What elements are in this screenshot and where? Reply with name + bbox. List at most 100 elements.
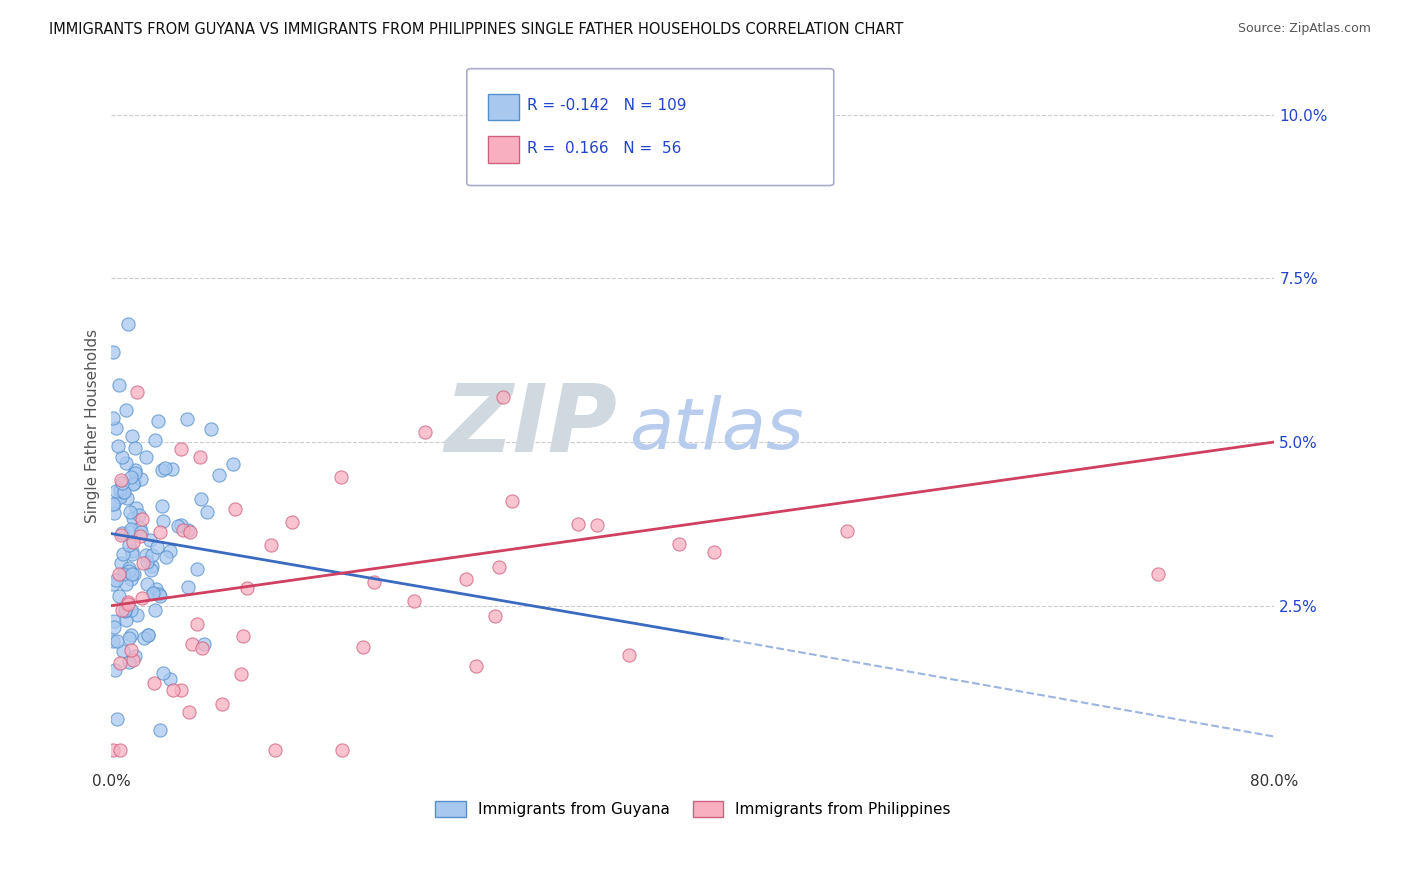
- Point: [120, 470, 142, 484]
- Point: [101, 634, 124, 648]
- Point: [129, 472, 152, 486]
- Point: [117, 656, 139, 670]
- Point: [159, 544, 181, 558]
- Point: [465, 659, 488, 673]
- Point: [105, 712, 128, 726]
- Point: [135, 577, 157, 591]
- Point: [121, 429, 143, 443]
- Point: [668, 537, 690, 551]
- Point: [136, 628, 159, 642]
- Point: [159, 673, 181, 687]
- Point: [122, 566, 145, 581]
- Point: [152, 666, 174, 681]
- Point: [484, 609, 506, 624]
- Point: [138, 533, 160, 547]
- Point: [207, 468, 229, 483]
- Point: [232, 629, 254, 643]
- Point: [146, 540, 169, 554]
- Point: [162, 682, 184, 697]
- Text: R =  0.166   N =  56: R = 0.166 N = 56: [527, 142, 682, 156]
- Point: [141, 586, 163, 600]
- Point: [121, 547, 143, 561]
- Point: [112, 484, 135, 499]
- Point: [105, 574, 128, 588]
- Point: [142, 675, 165, 690]
- Point: [112, 547, 135, 561]
- Point: [107, 378, 129, 392]
- Point: [352, 640, 374, 654]
- Point: [224, 502, 246, 516]
- Point: [110, 473, 132, 487]
- Point: [117, 597, 139, 611]
- Point: [120, 572, 142, 586]
- Point: [101, 345, 124, 359]
- Point: [114, 402, 136, 417]
- Point: [135, 548, 157, 562]
- Point: [186, 562, 208, 576]
- Point: [108, 490, 131, 504]
- Point: [125, 607, 148, 622]
- Point: [280, 515, 302, 529]
- Point: [107, 439, 129, 453]
- Point: [128, 529, 150, 543]
- Point: [259, 538, 281, 552]
- Point: [170, 518, 193, 533]
- Point: [188, 450, 211, 464]
- Point: [122, 475, 145, 490]
- Point: [136, 628, 159, 642]
- Point: [190, 491, 212, 506]
- Point: [153, 461, 176, 475]
- Point: [177, 523, 200, 537]
- Point: [115, 577, 138, 591]
- Point: [193, 637, 215, 651]
- Legend: Immigrants from Guyana, Immigrants from Philippines: Immigrants from Guyana, Immigrants from …: [429, 796, 957, 823]
- Text: R = -0.142   N = 109: R = -0.142 N = 109: [527, 98, 686, 112]
- Point: [170, 682, 193, 697]
- Point: [120, 522, 142, 536]
- Point: [131, 512, 153, 526]
- Point: [103, 614, 125, 628]
- Point: [149, 589, 172, 603]
- Point: [141, 558, 163, 573]
- Point: [200, 422, 222, 436]
- Point: [402, 594, 425, 608]
- Point: [456, 572, 478, 586]
- Text: ZIP: ZIP: [444, 380, 617, 472]
- Point: [101, 576, 124, 591]
- Point: [169, 442, 191, 457]
- Point: [181, 637, 204, 651]
- Point: [139, 563, 162, 577]
- Point: [143, 603, 166, 617]
- Point: [167, 519, 190, 533]
- Point: [114, 604, 136, 618]
- Text: atlas: atlas: [628, 394, 804, 464]
- Point: [121, 544, 143, 558]
- Point: [148, 587, 170, 601]
- Point: [125, 501, 148, 516]
- Point: [118, 564, 141, 578]
- Point: [148, 414, 170, 428]
- Point: [129, 524, 152, 539]
- Point: [177, 705, 200, 719]
- Point: [142, 586, 165, 600]
- Point: [121, 477, 143, 491]
- Point: [104, 483, 127, 498]
- Point: [103, 506, 125, 520]
- Point: [176, 411, 198, 425]
- Point: [492, 390, 515, 404]
- Point: [118, 560, 141, 574]
- Point: [114, 603, 136, 617]
- Point: [132, 556, 155, 570]
- Point: [103, 497, 125, 511]
- Point: [121, 566, 143, 581]
- Point: [117, 595, 139, 609]
- Point: [195, 505, 218, 519]
- Point: [105, 634, 128, 648]
- Point: [177, 581, 200, 595]
- Point: [501, 494, 523, 508]
- Point: [118, 538, 141, 552]
- Point: [124, 649, 146, 664]
- Point: [211, 698, 233, 712]
- Point: [112, 485, 135, 500]
- Point: [235, 581, 257, 595]
